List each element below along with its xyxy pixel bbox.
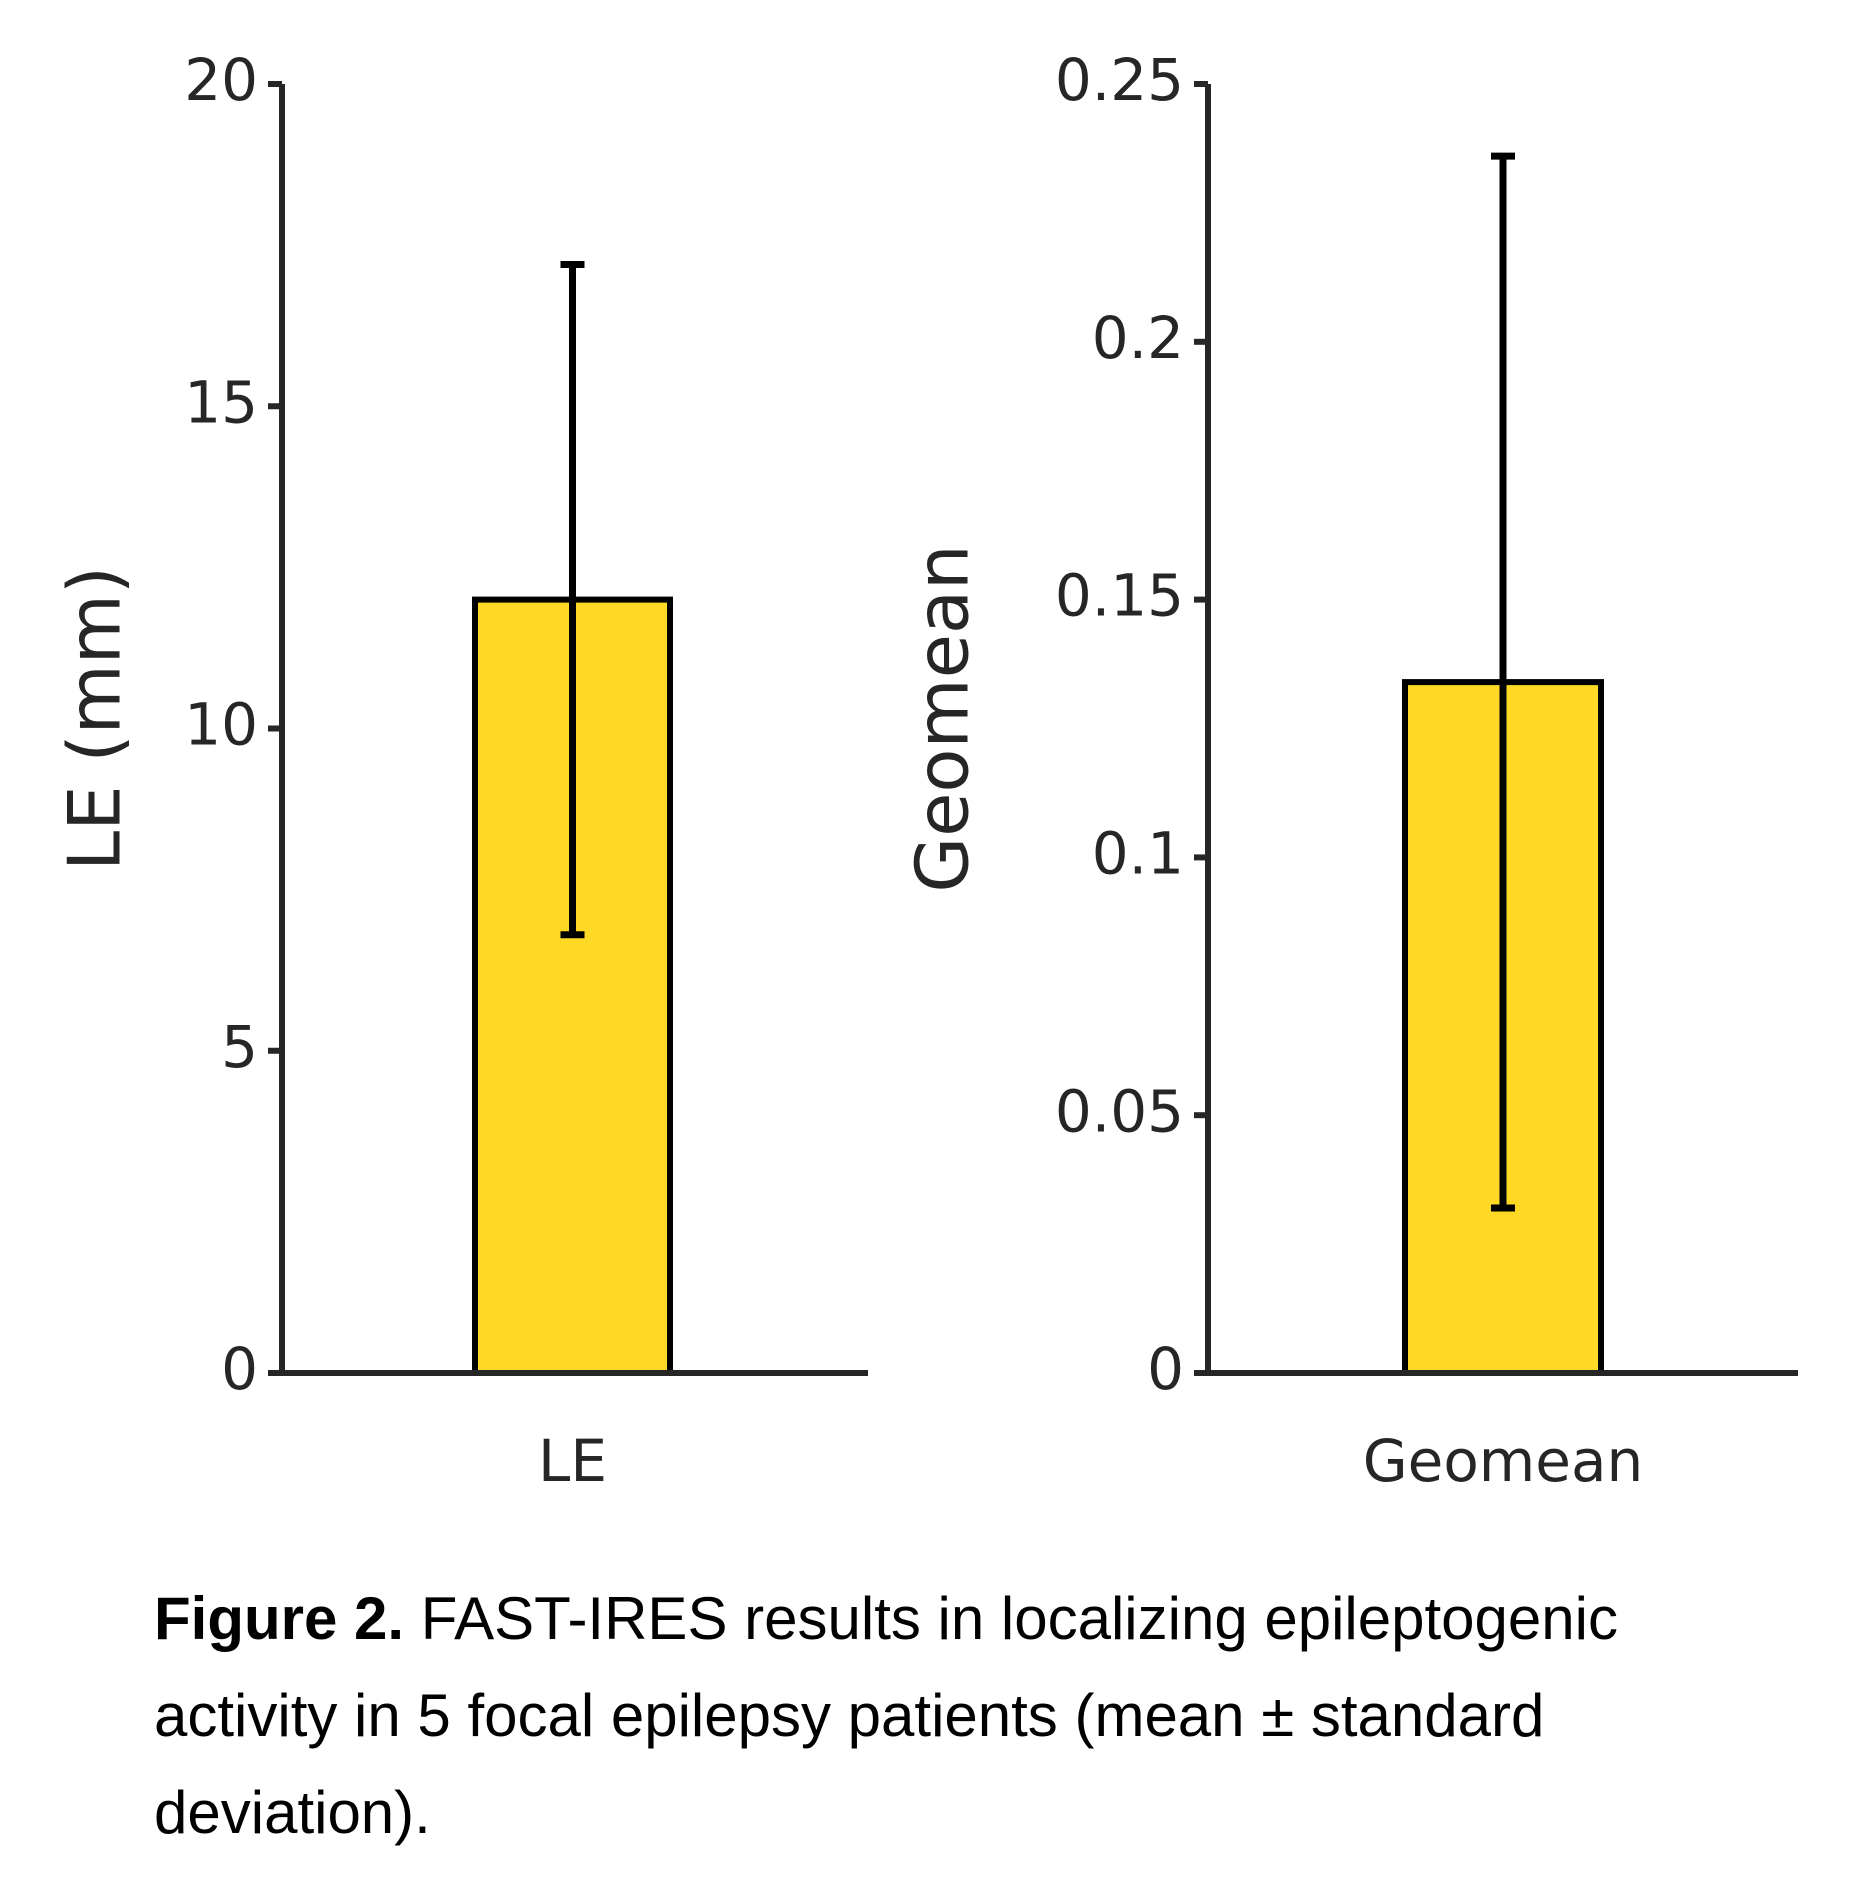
y-tick-label: 20 [184, 46, 258, 114]
y-tick-label: 0 [1147, 1335, 1184, 1403]
y-tick-label: 5 [221, 1013, 258, 1081]
x-tick-label: Geomean [1363, 1427, 1644, 1495]
y-tick-label: 0.05 [1055, 1077, 1184, 1145]
y-tick-label: 0.2 [1092, 304, 1184, 372]
caption-label: Figure 2. [154, 1585, 405, 1652]
chart: 0 5 10 15 20 LE (mm) LE 0 0.05 0.1 0.15 0.2 0.25 Geom… [53, 46, 1798, 1495]
y-axis-label: Geomean [901, 544, 985, 892]
caption: Figure 2. FAST-IRES results in localizin… [154, 1570, 1804, 1861]
y-axis-label: LE (mm) [53, 566, 137, 871]
error-bar [560, 260, 585, 939]
y-tick-label: 0.1 [1092, 820, 1184, 888]
y-tick-label: 0.15 [1055, 562, 1184, 630]
error-bar [1491, 152, 1515, 1212]
y-tick-label: 0.25 [1055, 46, 1184, 114]
x-tick-label: LE [538, 1427, 607, 1495]
y-tick-label: 10 [184, 691, 258, 759]
y-tick-label: 0 [221, 1335, 258, 1403]
y-tick-label: 15 [184, 368, 258, 436]
caption-text: FAST-IRES results in localizing epilepto… [154, 1585, 1618, 1846]
